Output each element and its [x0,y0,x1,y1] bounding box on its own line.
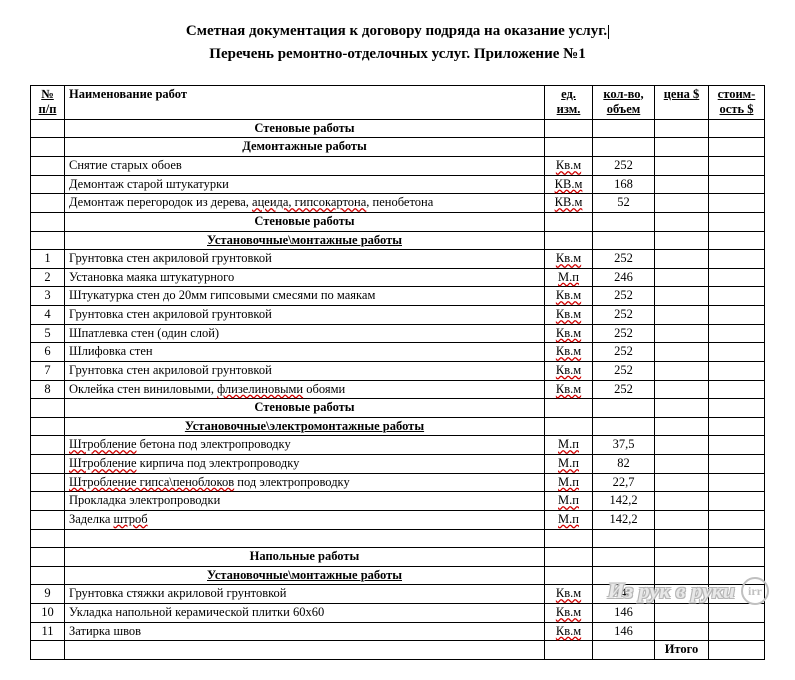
table-row: 7Грунтовка стен акриловой грунтовкойКв.м… [31,361,765,380]
section-floor: Напольные работы [31,548,765,567]
col-price-header: цена $ [664,87,700,101]
watermark-text: Из рук в руки [607,578,735,604]
col-unit-header: ед. изм. [557,87,581,117]
table-row: Снятие старых обоев Кв.м 252 [31,157,765,176]
table-row: Штробление бетона под электропроводкуМ.п… [31,436,765,455]
table-row: 4Грунтовка стен акриловой грунтовкойКв.м… [31,306,765,325]
table-row: 6Шлифовка стенКв.м252 [31,343,765,362]
document-title: Сметная документация к договору подряда … [30,20,765,67]
title-line-2: Перечень ремонтно-отделочных услуг. Прил… [30,43,765,66]
table-row: 11Затирка швовКв.м146 [31,622,765,641]
blank-row [31,529,765,548]
table-row: Демонтаж старой штукатурки КВ.м 168 [31,175,765,194]
watermark-logo: Из рук в руки irr [607,577,769,605]
col-qty-header: кол-во, объем [603,87,643,117]
header-row: № п/п Наименование работ ед. изм. кол-во… [31,85,765,119]
section-electro: Установочные\электромонтажные работы [31,417,765,436]
table-row: 1Грунтовка стен акриловой грунтовкойКв.м… [31,250,765,269]
table-row: 10Укладка напольной керамической плитки … [31,604,765,623]
table-row: Штробление гипса\пеноблоков под электроп… [31,473,765,492]
section-dem: Демонтажные работы [31,138,765,157]
table-row: Заделка штробМ.п142,2 [31,510,765,529]
table-row: Штробление кирпича под электропроводкуМ.… [31,455,765,474]
section-inst-1: Установочные\монтажные работы [31,231,765,250]
text-cursor [608,25,609,39]
table-row: 5Шпатлевка стен (один слой)Кв.м252 [31,324,765,343]
estimate-table: № п/п Наименование работ ед. изм. кол-во… [30,85,765,660]
col-name-header: Наименование работ [65,85,545,119]
table-row: 8Оклейка стен виниловыми, флизелиновыми … [31,380,765,399]
table-row: Прокладка электропроводкиМ.п142,2 [31,492,765,511]
table-row: 2Установка маяка штукатурногоМ.п246 [31,268,765,287]
section-wall-1: Стеновые работы [31,119,765,138]
section-wall-2: Стеновые работы [31,212,765,231]
watermark-icon: irr [741,577,769,605]
section-wall-3: Стеновые работы [31,399,765,418]
table-row: Демонтаж перегородок из дерева, ацеида, … [31,194,765,213]
total-row: Итого [31,641,765,660]
title-line-1: Сметная документация к договору подряда … [186,23,607,39]
table-row: 3Штукатурка стен до 20мм гипсовыми смеся… [31,287,765,306]
col-cost-header: стоим-ость $ [718,87,756,117]
col-num-header: № п/п [39,87,57,117]
